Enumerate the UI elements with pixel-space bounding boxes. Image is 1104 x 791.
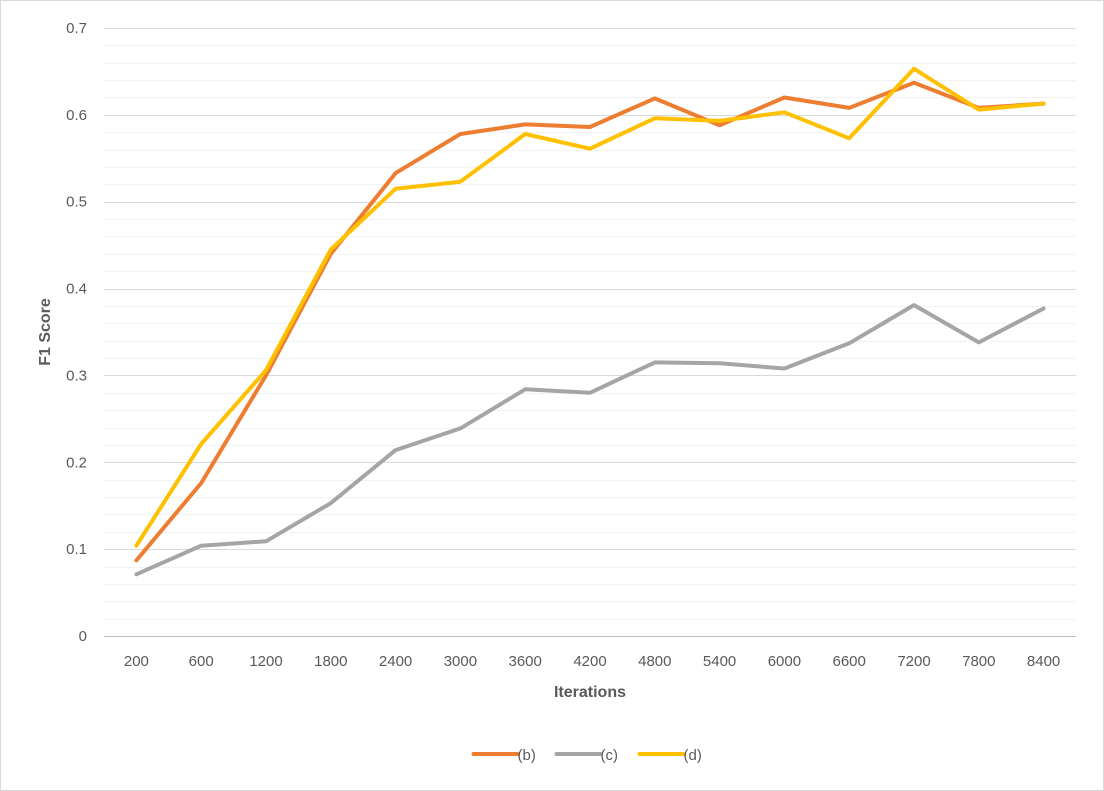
- series-lines: [134, 66, 1046, 577]
- y-tick-label: 0.4: [66, 281, 87, 298]
- x-tick-label: 7200: [897, 653, 930, 670]
- legend-label: (c): [601, 747, 619, 764]
- x-tick-label: 5400: [703, 653, 736, 670]
- x-tick-label: 7800: [962, 653, 995, 670]
- gridlines: [104, 28, 1076, 637]
- series-line: [134, 66, 1046, 548]
- y-tick-label: 0.6: [66, 107, 87, 124]
- x-tick-label: 4200: [573, 653, 606, 670]
- legend: (b) (c) (d): [471, 747, 702, 764]
- y-tick-label: 0.5: [66, 194, 87, 211]
- series-line: [134, 80, 1046, 563]
- x-tick-label: 3600: [509, 653, 542, 670]
- x-axis-title: Iterations: [554, 684, 626, 701]
- x-tick-label: 6000: [768, 653, 801, 670]
- series-line: [134, 303, 1046, 577]
- y-axis-title: F1 Score: [37, 298, 54, 366]
- x-tick-label: 200: [124, 653, 149, 670]
- x-tick-label: 8400: [1027, 653, 1060, 670]
- legend-label: (d): [684, 747, 702, 764]
- x-tick-label: 6600: [833, 653, 866, 670]
- y-tick-label: 0.1: [66, 541, 87, 558]
- x-tick-label: 4800: [638, 653, 671, 670]
- y-tick-label: 0.2: [66, 454, 87, 471]
- x-tick-label: 2400: [379, 653, 412, 670]
- legend-label: (b): [518, 747, 536, 764]
- x-tick-label: 3000: [444, 653, 477, 670]
- x-tick-label: 1200: [249, 653, 282, 670]
- y-tick-label: 0: [79, 628, 87, 645]
- x-axis-ticks: 200 600 1200 1800 2400 3000 3600 4200 4800 5400 60…: [124, 653, 1060, 670]
- x-tick-label: 1800: [314, 653, 347, 670]
- y-tick-label: 0.7: [66, 20, 87, 37]
- y-axis-ticks: 0 0.1 0.2 0.3 0.4 0.5 0.6 0.7: [66, 20, 87, 645]
- x-tick-label: 600: [189, 653, 214, 670]
- y-tick-label: 0.3: [66, 367, 87, 384]
